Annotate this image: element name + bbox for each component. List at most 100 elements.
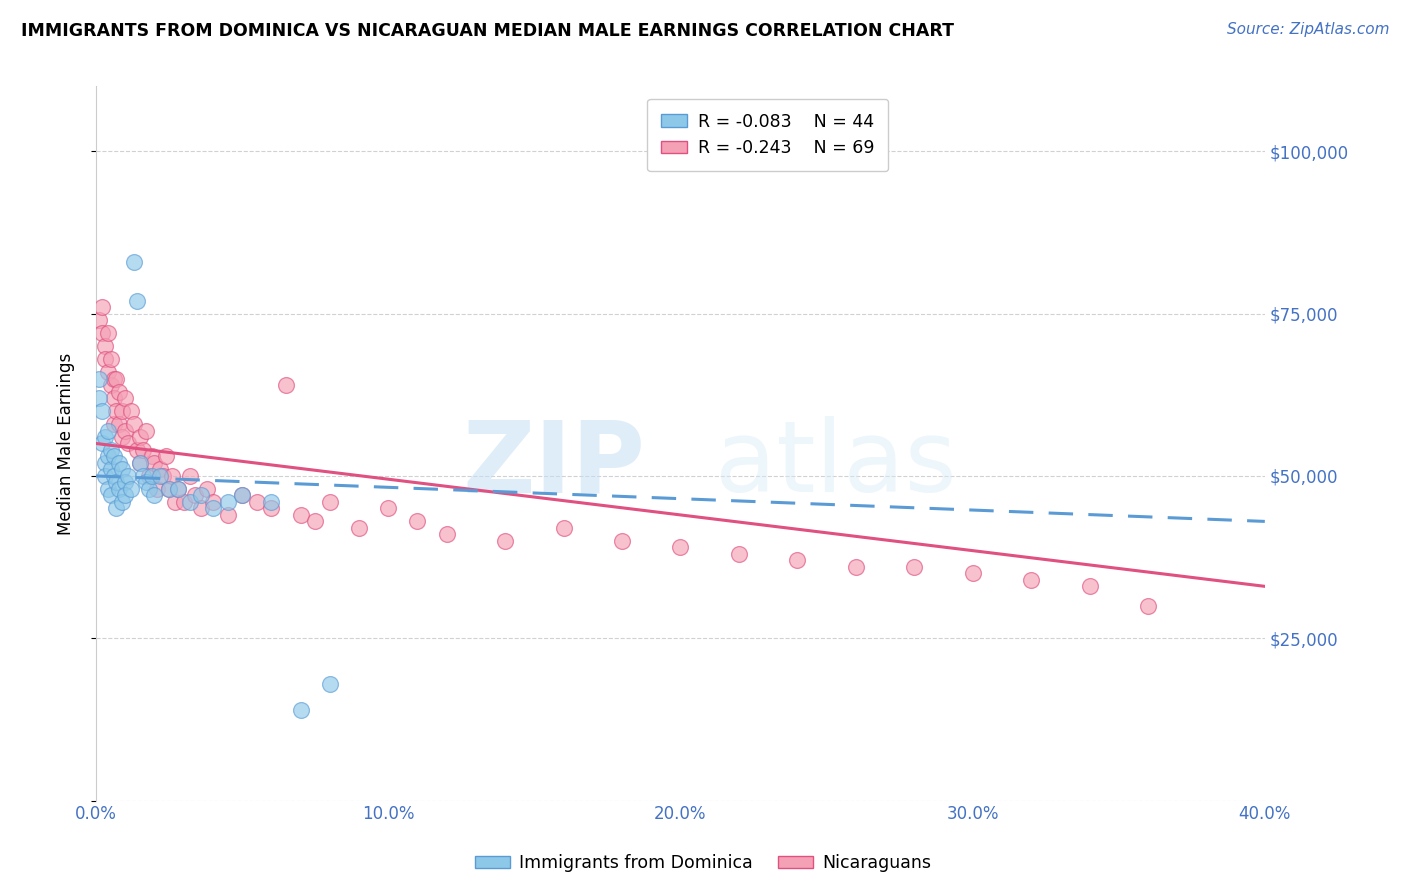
Point xyxy=(184,488,207,502)
Text: IMMIGRANTS FROM DOMINICA VS NICARAGUAN MEDIAN MALE EARNINGS CORRELATION CHART: IMMIGRANTS FROM DOMINICA VS NICARAGUAN M… xyxy=(21,22,955,40)
Point xyxy=(97,450,120,464)
Point xyxy=(135,475,157,490)
Point xyxy=(786,553,808,567)
Point xyxy=(201,495,224,509)
Point xyxy=(962,566,984,581)
Point xyxy=(132,469,155,483)
Point xyxy=(100,442,122,457)
Point xyxy=(94,469,117,483)
Point xyxy=(103,371,125,385)
Point xyxy=(231,488,253,502)
Point xyxy=(141,469,163,483)
Point xyxy=(103,450,125,464)
Y-axis label: Median Male Earnings: Median Male Earnings xyxy=(58,352,75,534)
Point xyxy=(120,404,142,418)
Point xyxy=(406,515,429,529)
Point xyxy=(128,456,150,470)
Point xyxy=(105,371,128,385)
Point xyxy=(138,469,160,483)
Point xyxy=(105,475,128,490)
Point xyxy=(94,430,117,444)
Point xyxy=(90,300,112,314)
Point xyxy=(111,462,134,476)
Point xyxy=(105,501,128,516)
Point xyxy=(157,482,180,496)
Point xyxy=(347,521,370,535)
Text: ZIP: ZIP xyxy=(463,417,645,514)
Point xyxy=(122,417,145,431)
Point xyxy=(132,442,155,457)
Point xyxy=(845,559,868,574)
Point xyxy=(728,547,751,561)
Point xyxy=(166,482,188,496)
Point xyxy=(319,677,342,691)
Point xyxy=(128,456,150,470)
Point xyxy=(179,469,201,483)
Point xyxy=(290,508,312,522)
Point xyxy=(149,462,172,476)
Point xyxy=(87,391,110,405)
Point xyxy=(141,450,163,464)
Point xyxy=(90,436,112,450)
Point xyxy=(100,352,122,367)
Point xyxy=(103,417,125,431)
Point xyxy=(190,488,212,502)
Point xyxy=(436,527,458,541)
Legend: Immigrants from Dominica, Nicaraguans: Immigrants from Dominica, Nicaraguans xyxy=(468,847,938,879)
Legend: R = -0.083    N = 44, R = -0.243    N = 69: R = -0.083 N = 44, R = -0.243 N = 69 xyxy=(647,99,889,171)
Point xyxy=(669,541,692,555)
Text: Source: ZipAtlas.com: Source: ZipAtlas.com xyxy=(1226,22,1389,37)
Point xyxy=(97,424,120,438)
Point xyxy=(97,365,120,379)
Point xyxy=(87,371,110,385)
Point xyxy=(377,501,399,516)
Point xyxy=(105,404,128,418)
Point xyxy=(553,521,575,535)
Point xyxy=(190,501,212,516)
Point xyxy=(114,424,136,438)
Point xyxy=(155,450,177,464)
Point xyxy=(108,456,131,470)
Point xyxy=(903,559,925,574)
Point xyxy=(122,254,145,268)
Point xyxy=(163,495,186,509)
Point xyxy=(152,469,174,483)
Point xyxy=(103,391,125,405)
Point xyxy=(610,533,633,548)
Point xyxy=(125,293,148,308)
Point xyxy=(179,495,201,509)
Point xyxy=(111,495,134,509)
Point xyxy=(304,515,326,529)
Point xyxy=(111,404,134,418)
Point xyxy=(94,352,117,367)
Point xyxy=(94,339,117,353)
Point xyxy=(201,501,224,516)
Point xyxy=(90,404,112,418)
Point xyxy=(135,424,157,438)
Point xyxy=(108,482,131,496)
Point xyxy=(114,475,136,490)
Point xyxy=(319,495,342,509)
Point xyxy=(274,378,297,392)
Point xyxy=(143,488,166,502)
Point xyxy=(97,482,120,496)
Point xyxy=(157,482,180,496)
Point xyxy=(128,430,150,444)
Point xyxy=(117,469,139,483)
Point xyxy=(100,488,122,502)
Point xyxy=(117,436,139,450)
Point xyxy=(260,501,283,516)
Point xyxy=(120,482,142,496)
Point xyxy=(97,326,120,340)
Point xyxy=(108,417,131,431)
Point xyxy=(103,469,125,483)
Point xyxy=(160,469,183,483)
Point xyxy=(87,313,110,327)
Point xyxy=(111,430,134,444)
Point xyxy=(108,384,131,399)
Point xyxy=(231,488,253,502)
Point xyxy=(1078,579,1101,593)
Point xyxy=(90,326,112,340)
Point xyxy=(138,482,160,496)
Text: atlas: atlas xyxy=(716,417,957,514)
